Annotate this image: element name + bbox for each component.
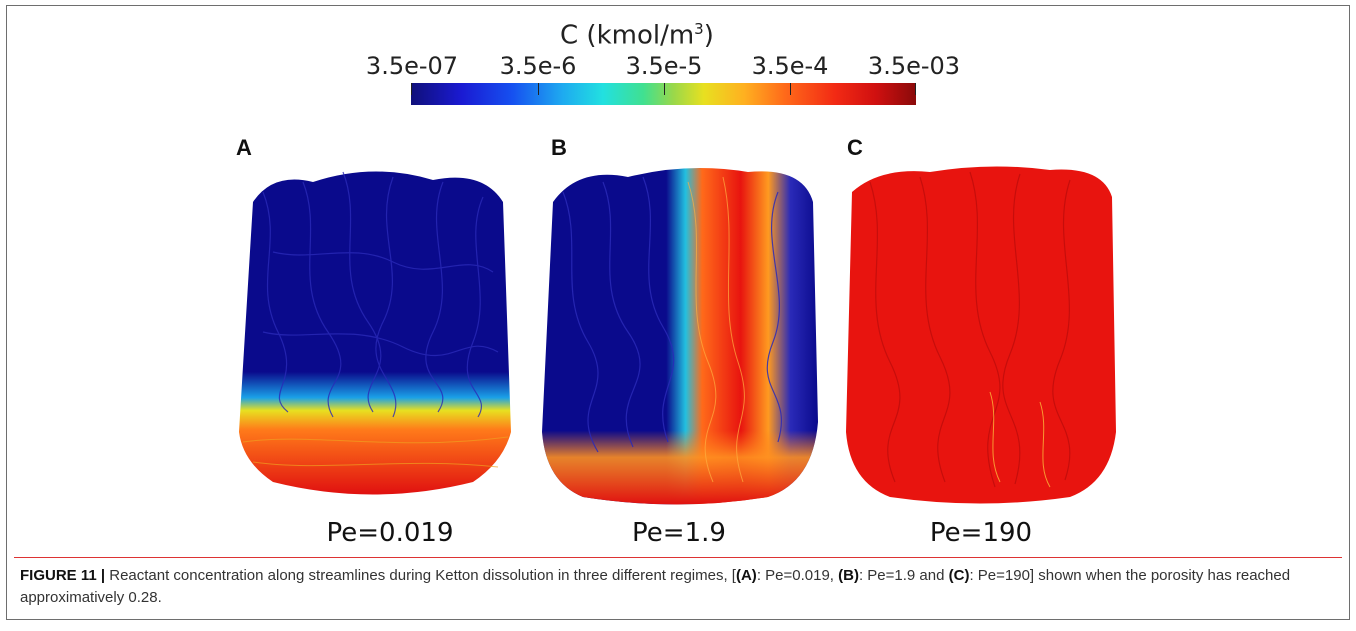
- colorbar-gradient: [411, 83, 916, 105]
- colorbar-tick-mark-4: [915, 83, 916, 95]
- pe-label-a: Pe=0.019: [326, 518, 454, 548]
- colorbar-tick-label-3: 3.5e-4: [751, 52, 829, 80]
- streamline-panel-b: [542, 168, 818, 505]
- colorbar-tick-mark-1: [538, 83, 539, 95]
- panel-letter-b: B: [551, 135, 567, 160]
- colorbar-tick-mark-3: [790, 83, 791, 95]
- colorbar-tick-label-1: 3.5e-6: [499, 52, 577, 80]
- panel-letter-c: C: [847, 135, 863, 160]
- pe-label-c: Pe=190: [929, 518, 1033, 548]
- streamline-panel-c: [846, 166, 1116, 504]
- pe-label-b: Pe=1.9: [632, 518, 726, 548]
- colorbar-tick-label-2: 3.5e-5: [625, 52, 703, 80]
- figure-caption: FIGURE 11 | Reactant concentration along…: [20, 567, 1291, 606]
- panel-letter-a: A: [236, 135, 252, 160]
- colorbar-tick-label-0: 3.5e-07: [365, 52, 459, 80]
- figure-label: FIGURE 11 |: [20, 567, 106, 584]
- colorbar-tick-mark-0: [411, 83, 412, 95]
- colorbar-tick-mark-2: [664, 83, 665, 95]
- streamline-panel-a: [239, 171, 511, 495]
- colorbar-title: C (kmol/m3): [560, 20, 714, 51]
- caption-rule: [14, 557, 1342, 558]
- figure-frame: [6, 5, 1350, 620]
- colorbar-tick-label-4: 3.5e-03: [867, 52, 961, 80]
